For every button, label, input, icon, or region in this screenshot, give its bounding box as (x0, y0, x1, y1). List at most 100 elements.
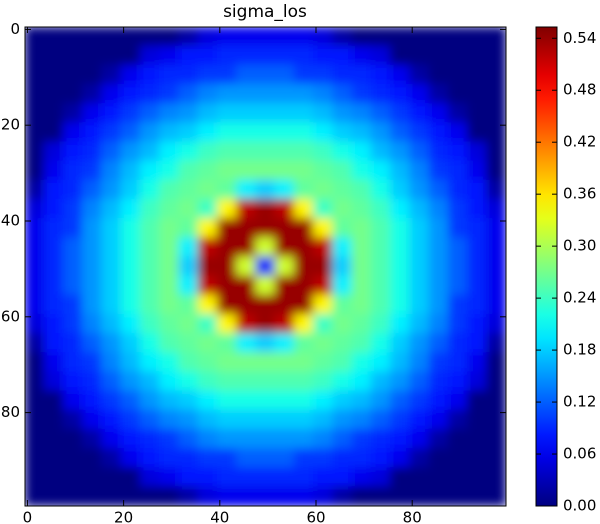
heatmap-cell (467, 409, 488, 430)
heatmap-cell (467, 141, 488, 162)
heatmap-cell (139, 141, 161, 162)
heatmap-cell (139, 333, 161, 354)
heatmap-cell (197, 160, 218, 181)
heatmap-cell (409, 103, 430, 124)
heatmap-cell (390, 141, 411, 162)
heatmap-cell (409, 333, 430, 354)
heatmap-cell (313, 218, 334, 239)
heatmap-cell (274, 409, 295, 430)
heatmap-cell (139, 486, 161, 506)
heatmap-cell (332, 218, 353, 239)
colorbar-tick-label: 0.36 (563, 185, 596, 203)
heatmap-cell (390, 352, 411, 373)
heatmap-cell (351, 313, 372, 335)
heatmap-cell (293, 45, 315, 66)
heatmap-cell (25, 27, 45, 47)
heatmap-cell (428, 352, 449, 373)
heatmap-cell (486, 352, 506, 373)
heatmap-cell (62, 103, 84, 124)
heatmap-cell (197, 352, 218, 373)
heatmap-cell (120, 333, 141, 354)
heatmap-cell (43, 27, 64, 47)
heatmap-cell (313, 179, 334, 200)
y-tick-label: 60 (1, 307, 20, 325)
heatmap-cell (159, 122, 180, 143)
heatmap-cell (467, 294, 488, 315)
heatmap-cell (120, 409, 141, 430)
heatmap-cell (216, 218, 238, 239)
heatmap-cell (178, 390, 199, 411)
heatmap-cell (43, 448, 64, 469)
heatmap-cell (82, 352, 103, 373)
heatmap-cell (216, 198, 238, 220)
heatmap-cell (332, 198, 353, 220)
heatmap-cell (351, 27, 372, 47)
heatmap-cell (390, 467, 411, 488)
heatmap-cell (447, 428, 469, 450)
heatmap-cells (25, 27, 506, 506)
heatmap-cell (428, 409, 449, 430)
heatmap-cell (390, 256, 411, 277)
heatmap-cell (255, 275, 276, 296)
heatmap-cell (370, 371, 392, 392)
heatmap-cell (486, 275, 506, 296)
heatmap-cell (101, 83, 122, 105)
heatmap-cell (486, 390, 506, 411)
heatmap-cell (409, 313, 430, 335)
heatmap-cell (82, 390, 103, 411)
heatmap-cell (409, 256, 430, 277)
heatmap-cell (313, 27, 334, 47)
y-tick-label: 40 (1, 211, 20, 229)
heatmap-cell (82, 218, 103, 239)
heatmap-cell (428, 428, 449, 450)
heatmap-cell (293, 27, 315, 47)
heatmap-cell (447, 160, 469, 181)
heatmap-cell (62, 333, 84, 354)
heatmap-cell (139, 83, 161, 105)
heatmap-cell (43, 256, 64, 277)
heatmap-cell (428, 179, 449, 200)
heatmap-cell (62, 371, 84, 392)
heatmap-cell (467, 179, 488, 200)
heatmap-cell (332, 448, 353, 469)
heatmap-cell (447, 141, 469, 162)
heatmap-cell (313, 467, 334, 488)
heatmap-cell (120, 179, 141, 200)
heatmap-cell (428, 333, 449, 354)
heatmap-cell (120, 27, 141, 47)
heatmap-cell (313, 294, 334, 315)
heatmap-cell (409, 122, 430, 143)
heatmap-cell (428, 83, 449, 105)
heatmap-cell (236, 45, 257, 66)
heatmap-cell (43, 64, 64, 85)
heatmap-cell (236, 103, 257, 124)
heatmap-cell (101, 27, 122, 47)
heatmap-cell (62, 141, 84, 162)
heatmap-cell (390, 27, 411, 47)
heatmap-cell (43, 294, 64, 315)
heatmap-cell (120, 45, 141, 66)
heatmap-cell (274, 448, 295, 469)
heatmap-cell (159, 390, 180, 411)
heatmap-cell (62, 352, 84, 373)
heatmap-cell (255, 486, 276, 506)
heatmap-cell (409, 83, 430, 105)
heatmap-cell (178, 275, 199, 296)
heatmap-cell (139, 122, 161, 143)
heatmap-cell (236, 160, 257, 181)
heatmap-cell (409, 448, 430, 469)
heatmap-cell (139, 352, 161, 373)
heatmap-cell (274, 122, 295, 143)
heatmap-cell (216, 179, 238, 200)
heatmap-cell (255, 160, 276, 181)
heatmap-cell (197, 179, 218, 200)
heatmap-cell (159, 333, 180, 354)
heatmap-cell (62, 428, 84, 450)
heatmap-cell (178, 333, 199, 354)
heatmap-cell (370, 218, 392, 239)
heatmap-cell (332, 486, 353, 506)
heatmap-cell (467, 390, 488, 411)
heatmap-cell (313, 141, 334, 162)
heatmap-cell (62, 486, 84, 506)
heatmap-cell (159, 486, 180, 506)
